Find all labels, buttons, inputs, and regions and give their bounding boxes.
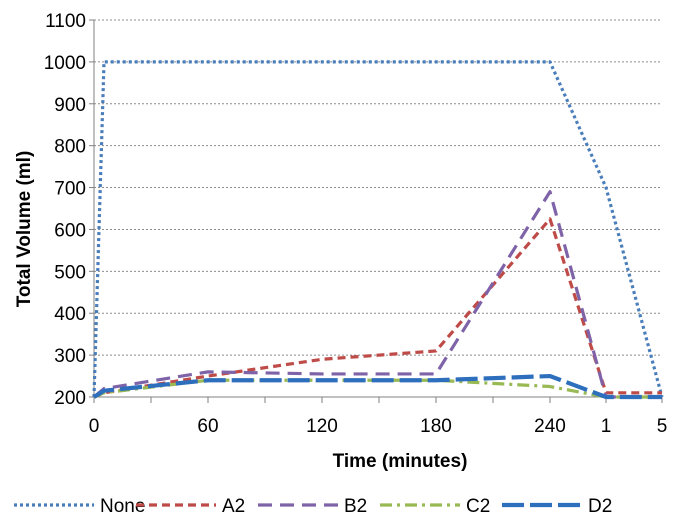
x-tick-label-4: 240 (534, 416, 566, 437)
legend-label-d2: D2 (588, 496, 612, 517)
series-line-a2 (93, 217, 662, 399)
y-tick-labels: 200 300 400 500 600 700 800 900 1000 1100 (44, 11, 86, 409)
y-tick-label-200: 200 (54, 388, 86, 409)
legend-label-none: None (100, 496, 145, 517)
legend: None A2 B2 C2 D2 (14, 496, 612, 517)
axes (89, 19, 663, 403)
x-tick-label-2: 120 (306, 416, 338, 437)
series-line-none (92, 60, 664, 398)
y-tick-label-800: 800 (54, 137, 86, 158)
x-tick-label-6: 5 (657, 416, 668, 437)
y-tick-label-700: 700 (54, 179, 86, 200)
y-tick-label-900: 900 (54, 95, 86, 116)
x-tick-label-5: 1 (601, 416, 612, 437)
y-tick-label-1100: 1100 (45, 11, 86, 32)
legend-label-a2: A2 (222, 496, 245, 517)
y-tick-label-400: 400 (54, 304, 86, 325)
legend-label-c2: C2 (466, 496, 490, 517)
y-tick-label-1000: 1000 (44, 53, 86, 74)
y-axis-title: Total Volume (ml) (14, 151, 35, 308)
x-tick-label-1: 60 (197, 416, 218, 437)
series-lines (92, 60, 664, 400)
x-tick-labels: 0 60 120 180 240 1 5 (89, 416, 668, 437)
y-tick-label-600: 600 (54, 220, 86, 241)
grid-lines (94, 19, 662, 356)
x-axis-title: Time (minutes) (333, 451, 468, 472)
y-tick-label-300: 300 (54, 346, 86, 367)
series-line-b2 (92, 190, 662, 399)
legend-label-b2: B2 (344, 496, 367, 517)
series-line-d2 (92, 373, 662, 400)
y-tick-label-500: 500 (54, 262, 86, 283)
x-tick-label-0: 0 (89, 416, 100, 437)
x-tick-label-3: 180 (420, 416, 452, 437)
